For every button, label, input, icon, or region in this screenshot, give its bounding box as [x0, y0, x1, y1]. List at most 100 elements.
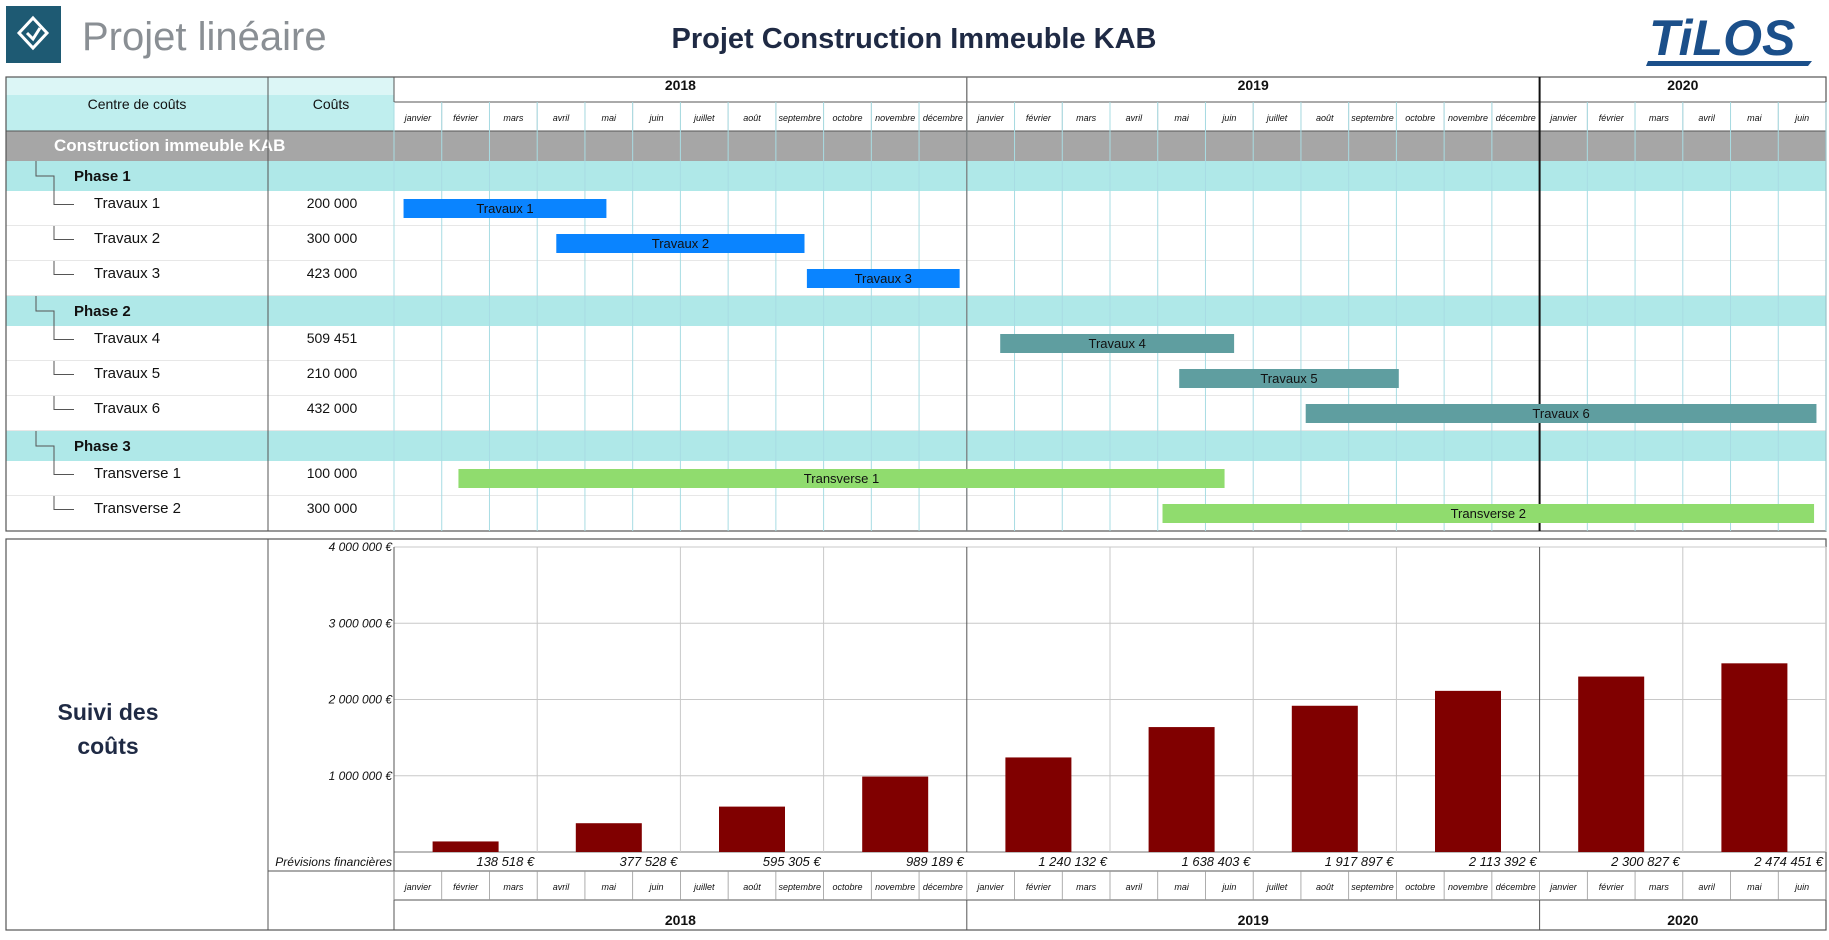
gantt-bar[interactable] [556, 234, 805, 253]
phase-label: Phase 1 [74, 168, 131, 185]
column-header-cost: Coûts [313, 96, 350, 112]
month-header: octobre [1405, 113, 1435, 123]
task-cost: 423 000 [307, 265, 358, 281]
cost-value-label: 138 518 € [476, 854, 535, 869]
task-label: Travaux 1 [94, 195, 160, 212]
month-footer: mars [503, 882, 523, 892]
tree-connector [53, 226, 74, 240]
phase-row[interactable] [6, 296, 1826, 326]
tree-connector [53, 261, 74, 275]
cost-value-label: 377 528 € [620, 854, 679, 869]
month-header: janvier [404, 113, 433, 123]
gantt-bar-label: Travaux 4 [1088, 336, 1145, 351]
month-header: avril [553, 113, 571, 123]
month-footer: septembre [1351, 882, 1394, 892]
month-footer: novembre [875, 882, 915, 892]
gantt-bar[interactable] [1162, 504, 1815, 523]
app-name: Projet linéaire [82, 15, 327, 59]
phase-row[interactable] [6, 431, 1826, 461]
month-header: mars [1649, 113, 1669, 123]
tree-connector [53, 191, 74, 205]
month-footer: septembre [778, 882, 821, 892]
gantt-chart: 2018 2019 2020 janvier février mars avril mai ju… [393, 77, 1827, 531]
project-row[interactable] [6, 131, 1826, 161]
year-header: 2019 [1238, 77, 1269, 93]
month-footer: avril [1126, 882, 1144, 892]
brand-logo: TiLOS [1649, 10, 1795, 66]
app-logo-icon[interactable] [6, 6, 61, 63]
project-label: Construction immeuble KAB [54, 136, 285, 155]
month-footer: février [453, 882, 479, 892]
gantt-bar[interactable] [1305, 404, 1817, 423]
month-footer: décembre [923, 882, 963, 892]
task-label: Travaux 4 [94, 330, 160, 347]
gantt-bar-label: Transverse 2 [1451, 506, 1526, 521]
page-title: Projet Construction Immeuble KAB [672, 23, 1157, 55]
cost-bar[interactable] [862, 776, 929, 852]
cost-value-label: 595 305 € [763, 854, 822, 869]
table-row[interactable] [6, 326, 1826, 361]
table-row[interactable] [6, 226, 1826, 261]
gantt-bar[interactable] [806, 269, 960, 288]
cost-bar[interactable] [575, 823, 642, 852]
header-cost-cell [268, 77, 394, 131]
tree-connector [53, 326, 74, 340]
month-header: juillet [1266, 113, 1288, 123]
month-footer: février [1026, 882, 1052, 892]
cost-bar[interactable] [1005, 757, 1072, 852]
table-row[interactable] [6, 191, 1826, 226]
y-tick-label: 2 000 000 € [328, 693, 394, 707]
task-cost: 300 000 [307, 500, 358, 516]
cost-chart: Suivi des coûts 1 000 000 € 2 000 000 € 3 00… [5, 538, 1827, 931]
gantt-bar[interactable] [1179, 369, 1399, 388]
task-cost: 432 000 [307, 400, 358, 416]
month-header: septembre [1351, 113, 1394, 123]
month-header: août [743, 113, 761, 123]
gantt-bar[interactable] [403, 199, 607, 218]
brand-logo-underline [1646, 61, 1812, 66]
gantt-bar[interactable] [458, 469, 1225, 488]
month-header: juin [649, 113, 664, 123]
cost-bar[interactable] [719, 806, 785, 852]
cost-bar[interactable] [1435, 690, 1501, 852]
month-header: février [1026, 113, 1052, 123]
task-cost: 300 000 [307, 230, 358, 246]
month-footer: mars [1649, 882, 1669, 892]
app-header: Projet linéaire Projet Construction Imme… [6, 6, 1812, 66]
tree-connector [53, 496, 74, 510]
phase-row[interactable] [6, 161, 1826, 191]
month-header: septembre [778, 113, 821, 123]
y-tick-label: 4 000 000 € [329, 540, 394, 554]
month-header: juin [1794, 113, 1809, 123]
month-footer: novembre [1448, 882, 1488, 892]
cost-panel-title: Suivi des [58, 699, 159, 725]
month-header: février [1599, 113, 1625, 123]
month-header: mars [503, 113, 523, 123]
cost-value-label: 1 917 897 € [1325, 854, 1394, 869]
month-header: février [453, 113, 479, 123]
tree-connector [53, 396, 74, 410]
month-footer: juin [1794, 882, 1809, 892]
cost-bar[interactable] [1721, 663, 1788, 852]
task-label: Transverse 1 [94, 465, 181, 482]
cost-bar[interactable] [1148, 727, 1215, 852]
diamond-icon [16, 15, 50, 51]
task-cost: 200 000 [307, 195, 358, 211]
gantt-bar-label: Travaux 3 [855, 271, 912, 286]
cost-bar[interactable] [1291, 705, 1358, 852]
cost-bar[interactable] [1578, 676, 1645, 852]
cost-bar[interactable] [432, 841, 499, 852]
month-footer: mai [1747, 882, 1763, 892]
header-centre-cell [6, 77, 268, 131]
task-label: Transverse 2 [94, 500, 181, 517]
tree-connector [35, 161, 55, 191]
gantt-bar-label: Travaux 5 [1260, 371, 1317, 386]
phase-label: Phase 3 [74, 438, 131, 455]
task-cost: 210 000 [307, 365, 358, 381]
month-footer: janvier [404, 882, 433, 892]
task-cost: 509 451 [307, 330, 358, 346]
month-header: novembre [875, 113, 915, 123]
table-row[interactable] [6, 361, 1826, 396]
gantt-bar[interactable] [1000, 334, 1235, 353]
